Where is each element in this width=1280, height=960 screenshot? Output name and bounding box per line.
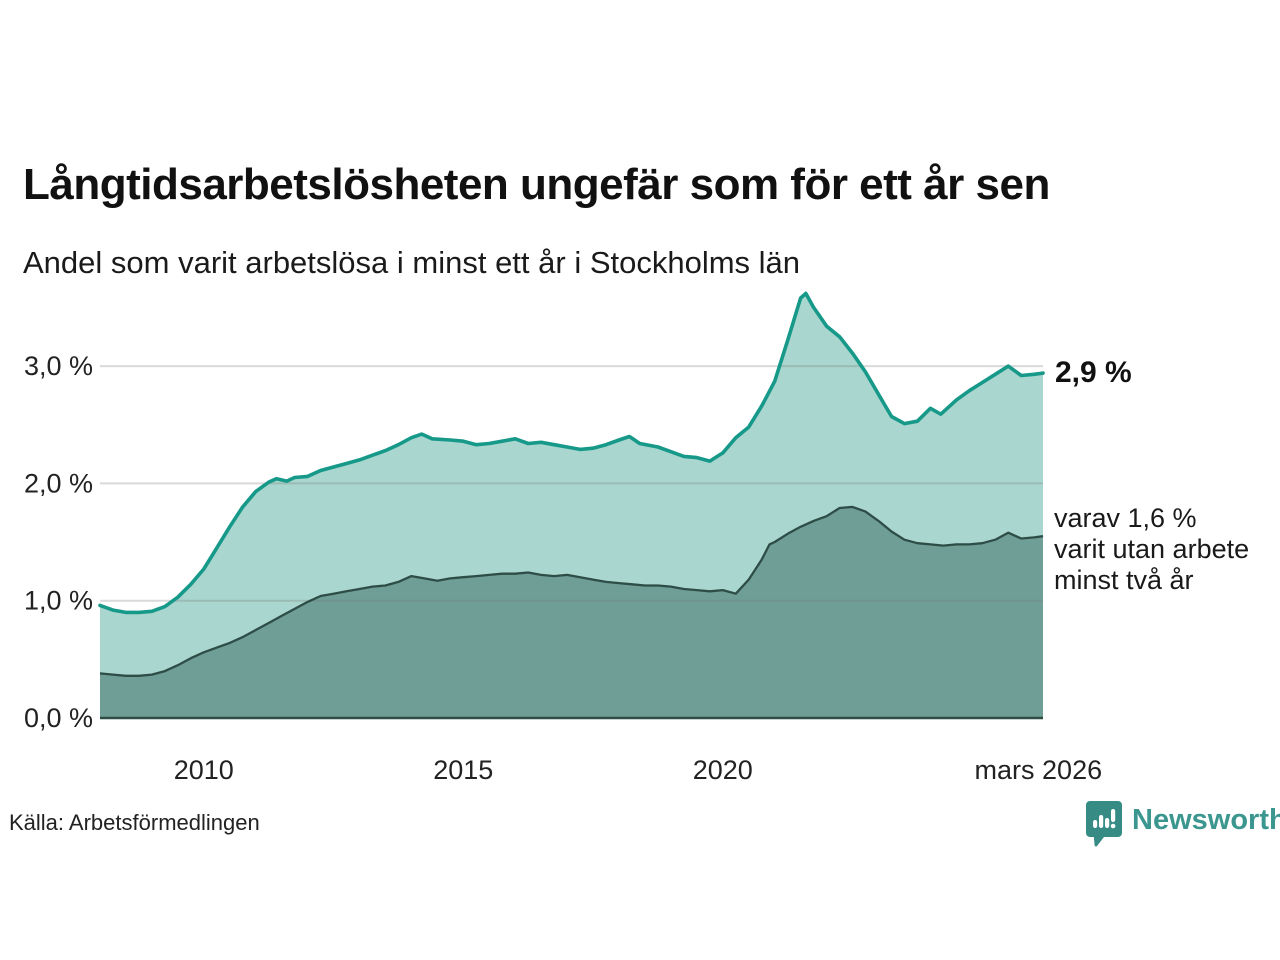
chart-area-fills (100, 293, 1043, 718)
svg-text:2010: 2010 (174, 755, 234, 785)
x-axis-tick-labels: 2010 2015 2020 mars 2026 (174, 755, 1102, 785)
svg-text:1,0 %: 1,0 % (24, 586, 93, 616)
annotation-line-2: varit utan arbete (1054, 534, 1250, 564)
source-note: Källa: Arbetsförmedlingen (9, 810, 260, 835)
svg-text:0,0 %: 0,0 % (24, 703, 93, 733)
newsworthy-wordmark: Newsworthy (1132, 804, 1280, 836)
svg-text:2,0 %: 2,0 % (24, 468, 93, 498)
svg-text:3,0 %: 3,0 % (24, 351, 93, 381)
chart-gridlines (100, 365, 1043, 602)
latest-value-label: 2,9 % (1055, 356, 1132, 389)
svg-text:2015: 2015 (433, 755, 493, 785)
y-axis-tick-labels: 0,0 % 1,0 % 2,0 % 3,0 % (24, 351, 93, 733)
chart-title: Långtidsarbetslösheten ungefär som för e… (23, 160, 1050, 210)
chart-series-lines (98, 291, 1045, 720)
newsworthy-logo: Newsworthy (1086, 801, 1280, 847)
two-year-annotation: varav 1,6 % varit utan arbete minst två … (1054, 503, 1249, 596)
annotation-line-1: varav 1,6 % (1054, 503, 1197, 533)
svg-text:2020: 2020 (693, 755, 753, 785)
chart-subtitle: Andel som varit arbetslösa i minst ett å… (23, 245, 801, 280)
svg-text:mars 2026: mars 2026 (975, 755, 1103, 785)
annotation-line-3: minst två år (1054, 565, 1194, 595)
newsworthy-bubble-icon (1086, 801, 1122, 847)
